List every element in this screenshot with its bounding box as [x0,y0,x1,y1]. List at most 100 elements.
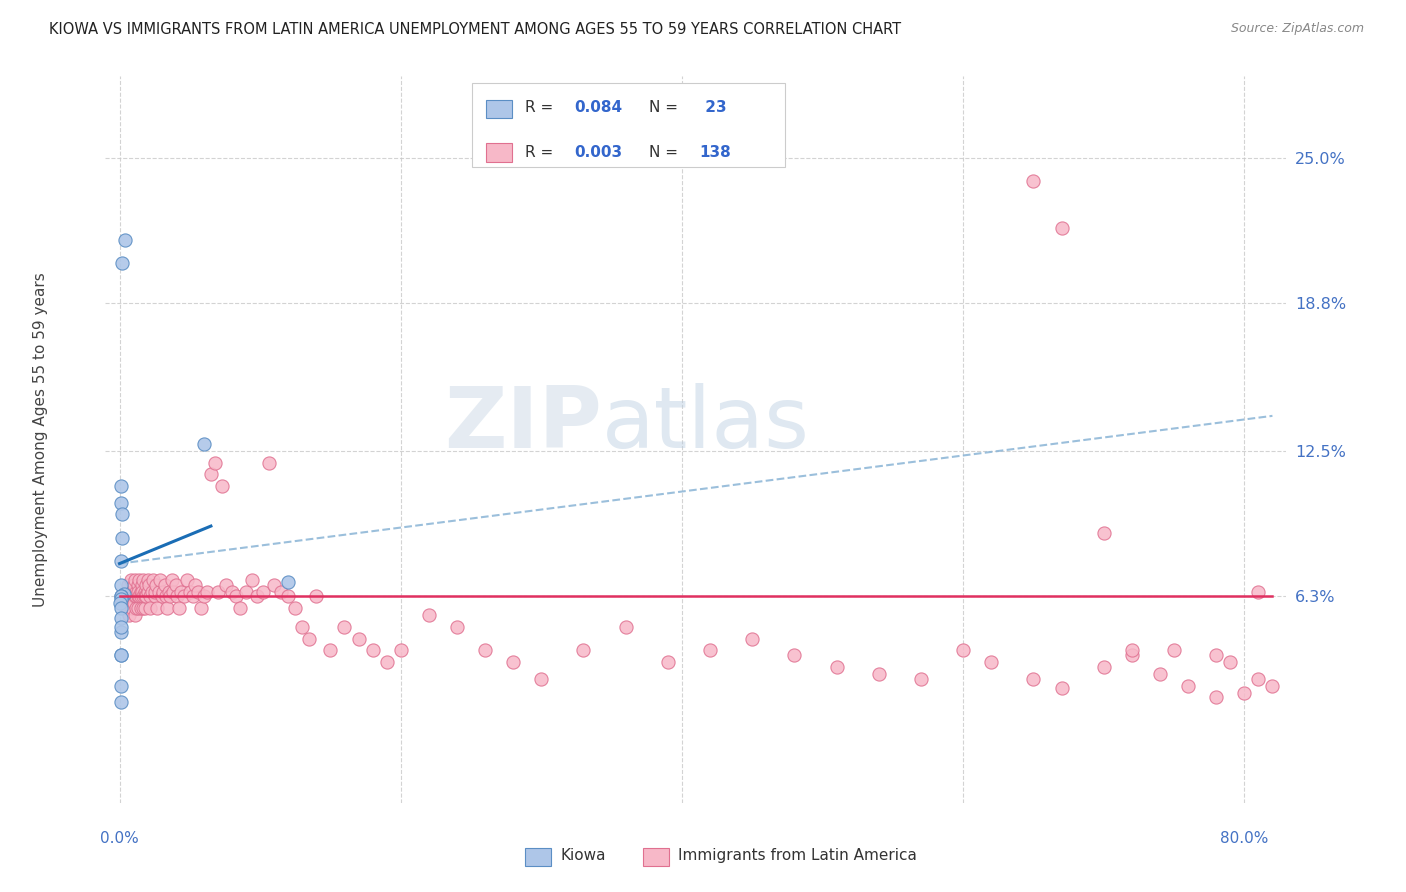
Point [165,578,187,592]
Point [135,590,157,604]
Point [110,590,132,604]
Point [207,584,229,599]
Point [257,456,280,470]
Point [142,573,165,587]
Point [221,584,243,599]
Point [333,620,356,634]
Point [474,643,496,657]
Point [122,578,145,592]
Point [134,590,156,604]
Text: N =: N = [648,100,682,115]
Point [952,643,974,657]
Point [418,608,440,623]
Point [502,655,524,669]
Point [235,584,257,599]
Point [111,256,134,270]
Point [121,601,143,615]
Point [114,590,136,604]
Point [193,437,215,451]
Point [1177,679,1199,693]
Point [190,601,212,615]
Point [110,479,132,493]
Point [1233,685,1256,699]
Point [1022,174,1045,188]
Text: R =: R = [524,100,558,115]
Point [160,573,183,587]
Point [1092,660,1115,674]
Point [127,601,149,615]
Text: Immigrants from Latin America: Immigrants from Latin America [678,848,917,863]
Point [122,584,145,599]
FancyBboxPatch shape [485,144,512,161]
Point [110,648,132,662]
Point [1205,648,1227,662]
Point [252,584,274,599]
Point [120,584,142,599]
Point [215,578,238,592]
Point [118,590,141,604]
Point [141,584,163,599]
Point [110,620,132,634]
Point [246,590,269,604]
Point [159,590,181,604]
Point [149,573,172,587]
Point [122,597,145,611]
Point [446,620,468,634]
Point [1261,679,1284,693]
Text: KIOWA VS IMMIGRANTS FROM LATIN AMERICA UNEMPLOYMENT AMONG AGES 55 TO 59 YEARS CO: KIOWA VS IMMIGRANTS FROM LATIN AMERICA U… [49,22,901,37]
Point [148,584,170,599]
Text: Source: ZipAtlas.com: Source: ZipAtlas.com [1230,22,1364,36]
Point [200,467,222,482]
Point [120,573,142,587]
Point [110,695,132,709]
Point [1050,681,1073,695]
FancyBboxPatch shape [524,848,551,866]
Point [110,624,132,639]
Point [270,584,292,599]
Point [115,601,138,615]
Point [110,591,132,606]
Text: 0.084: 0.084 [574,100,623,115]
Point [361,643,384,657]
Point [1092,526,1115,541]
Point [783,648,806,662]
Point [225,590,247,604]
Point [134,584,156,599]
Point [1219,655,1241,669]
Point [143,584,166,599]
Point [136,584,159,599]
Point [117,578,139,592]
Point [167,601,190,615]
Point [980,655,1002,669]
Point [135,578,157,592]
Point [572,643,595,657]
Point [110,648,132,662]
Text: atlas: atlas [602,384,810,467]
Point [179,584,201,599]
Point [152,584,174,599]
Text: N =: N = [648,145,682,161]
Point [145,578,167,592]
Point [156,601,179,615]
Point [139,590,162,604]
Point [1121,643,1143,657]
Point [110,554,132,568]
Point [229,601,252,615]
Point [1050,221,1073,235]
Point [1247,672,1270,686]
Point [157,584,180,599]
Point [128,573,150,587]
Point [139,601,162,615]
Point [114,233,136,247]
Point [298,632,321,646]
Point [284,601,307,615]
Point [1247,584,1270,599]
Point [277,575,299,590]
Point [132,601,155,615]
Point [305,590,328,604]
Point [195,584,218,599]
FancyBboxPatch shape [643,848,669,866]
Point [131,578,153,592]
Point [110,601,132,615]
Point [153,578,176,592]
